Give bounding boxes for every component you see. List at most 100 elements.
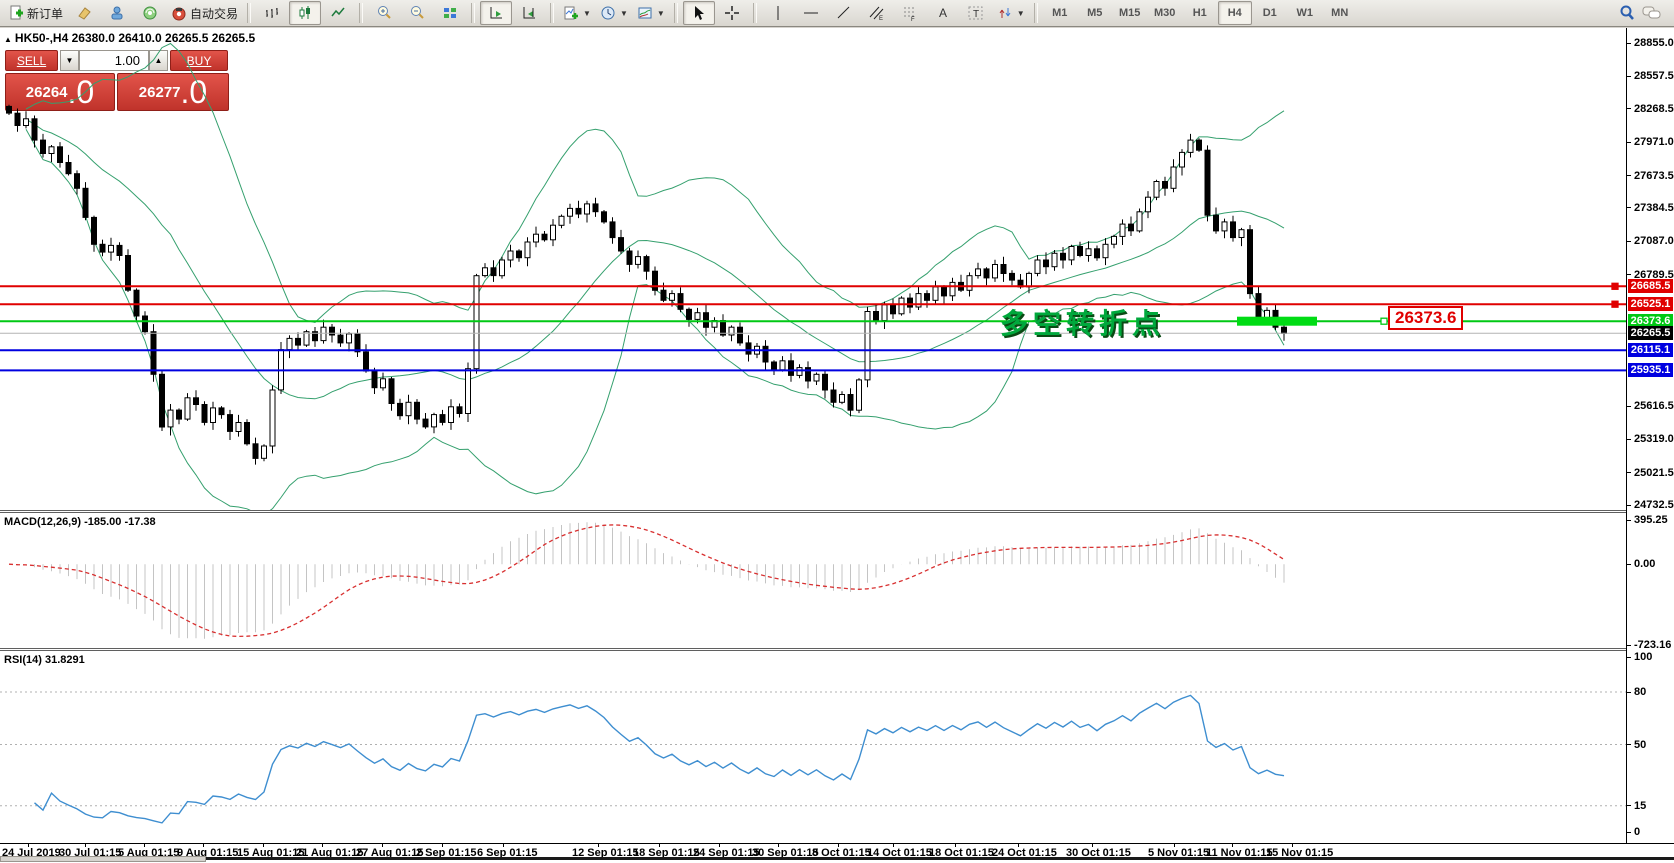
volume-input[interactable]: 1.00 [79, 50, 149, 71]
axis-tick-dash [1627, 406, 1631, 407]
equidistant-channel-button[interactable]: E [861, 1, 893, 25]
collapse-triangle-icon[interactable]: ▲ [4, 35, 12, 44]
rsi-pane[interactable] [0, 651, 1626, 843]
time-tick-dash [598, 843, 599, 847]
sell-price-panel[interactable]: 26264.0 [5, 73, 115, 111]
timeframe-h4[interactable]: H4 [1217, 1, 1252, 25]
pane-separator[interactable] [0, 510, 1674, 513]
candlestick-button[interactable] [289, 1, 322, 25]
time-tick-dash [893, 843, 894, 847]
timeframe-w1[interactable]: W1 [1296, 7, 1313, 19]
time-tick-dash [955, 843, 956, 847]
price-line-tag: 26685.5 [1628, 279, 1673, 293]
arrows-button[interactable]: ▼ [993, 1, 1029, 25]
tile-windows-button[interactable] [434, 1, 466, 25]
autotrading-button[interactable]: 自动交易 [167, 1, 242, 25]
volume-decrease-button[interactable]: ▼ [60, 50, 79, 71]
timeframe-m30[interactable]: M30 [1154, 7, 1176, 19]
time-tick-label: 18 Sep 01:15 [633, 847, 700, 859]
price-tick-label: 24732.5 [1634, 499, 1674, 511]
price-tick-label: 28268.5 [1634, 103, 1674, 115]
time-tick-label: 8 Oct 01:15 [812, 847, 871, 859]
timeframe-m15[interactable]: M15 [1119, 7, 1141, 19]
search-icon[interactable] [1618, 4, 1636, 22]
time-tick-dash [144, 843, 145, 847]
time-tick-dash [263, 843, 264, 847]
sell-button[interactable]: SELL [5, 50, 58, 71]
time-tick-dash [719, 843, 720, 847]
horizontal-line-button[interactable] [795, 1, 827, 25]
line-chart-button[interactable] [322, 1, 354, 25]
toolbar-separator [752, 3, 757, 23]
toolbar-separator [673, 3, 678, 23]
time-tick-dash [322, 843, 323, 847]
profile-icon [111, 6, 123, 20]
pane-separator[interactable] [0, 648, 1674, 651]
axis-tick-dash [1627, 645, 1631, 646]
macd-pane[interactable] [0, 513, 1626, 648]
time-tick-label: 27 Aug 01:15 [356, 847, 424, 859]
auto-scroll-button[interactable] [480, 1, 513, 25]
price-flag-label[interactable]: 26373.6 [1388, 306, 1464, 330]
vertical-line-icon [777, 6, 779, 20]
chart-shift-icon [523, 7, 536, 19]
time-tick-label: 12 Sep 01:15 [572, 847, 639, 859]
price-chart-pane[interactable] [0, 28, 1626, 510]
toolbar-separator [1033, 3, 1038, 23]
cursor-button[interactable] [682, 1, 715, 25]
crosshair-button[interactable] [716, 1, 748, 25]
price-tick-label: 27971.0 [1634, 136, 1674, 148]
scrollbar-corner[interactable] [0, 856, 206, 862]
chart-window [0, 28, 1674, 863]
volume-increase-button[interactable]: ▲ [149, 50, 168, 71]
periods-button[interactable]: ▼ [596, 1, 632, 25]
axis-tick-dash [1627, 805, 1631, 806]
chart-shift-button[interactable] [513, 1, 545, 25]
chat-icon[interactable] [1642, 5, 1662, 21]
fibonacci-icon: F [903, 7, 916, 21]
time-tick-dash [659, 843, 660, 847]
templates-button[interactable]: ▼ [633, 1, 669, 25]
timeframe-m1[interactable]: M1 [1052, 7, 1068, 19]
caret-up-icon: ▲ [154, 56, 163, 65]
buy-price-panel[interactable]: 26277.0 [117, 73, 229, 111]
axis-tick-dash [1627, 657, 1631, 658]
fibonacci-button[interactable]: F [894, 1, 926, 25]
zoom-out-button[interactable] [401, 1, 433, 25]
timeframe-d1[interactable]: D1 [1262, 7, 1277, 19]
toolbar-separator [471, 3, 476, 23]
timeframe-m5[interactable]: M5 [1087, 7, 1103, 19]
time-tick-label: 14 Oct 01:15 [867, 847, 932, 859]
axis-tick-dash [1627, 76, 1631, 77]
eraser-button[interactable] [68, 1, 100, 25]
toolbar-separator [359, 3, 364, 23]
vertical-line-button[interactable] [762, 1, 794, 25]
horizontal-line-icon [803, 12, 818, 14]
text-label-button[interactable]: T [960, 1, 992, 25]
zoom-in-button[interactable] [368, 1, 400, 25]
price-line-tag: 25935.1 [1628, 363, 1673, 377]
time-tick-dash [28, 843, 29, 847]
macd-tick-label: -723.16 [1634, 639, 1672, 651]
profile-button[interactable] [101, 1, 133, 25]
axis-tick-dash [1627, 472, 1631, 473]
macd-label: MACD(12,26,9) -185.00 -17.38 [4, 516, 156, 528]
bar-chart-button[interactable] [256, 1, 288, 25]
axis-tick-dash [1627, 439, 1631, 440]
new-order-button[interactable]: 新订单 [4, 1, 67, 25]
time-tick-dash [1232, 843, 1233, 847]
chart-annotation[interactable]: 多空转折点 [1000, 307, 1166, 340]
trendline-button[interactable] [828, 1, 860, 25]
price-line-tag: 26115.1 [1628, 343, 1673, 357]
signal-button[interactable] [134, 1, 166, 25]
bar-chart-icon [266, 8, 279, 18]
rsi-label: RSI(14) 31.8291 [4, 654, 85, 666]
buy-button[interactable]: BUY [170, 50, 228, 71]
rsi-tick-label: 100 [1634, 651, 1653, 663]
text-button[interactable]: A [927, 1, 959, 25]
time-tick-dash [1174, 843, 1175, 847]
time-tick-dash [778, 843, 779, 847]
timeframe-h1[interactable]: H1 [1192, 7, 1207, 19]
timeframe-mn[interactable]: MN [1331, 7, 1349, 19]
indicators-button[interactable]: ▼ [559, 1, 595, 25]
